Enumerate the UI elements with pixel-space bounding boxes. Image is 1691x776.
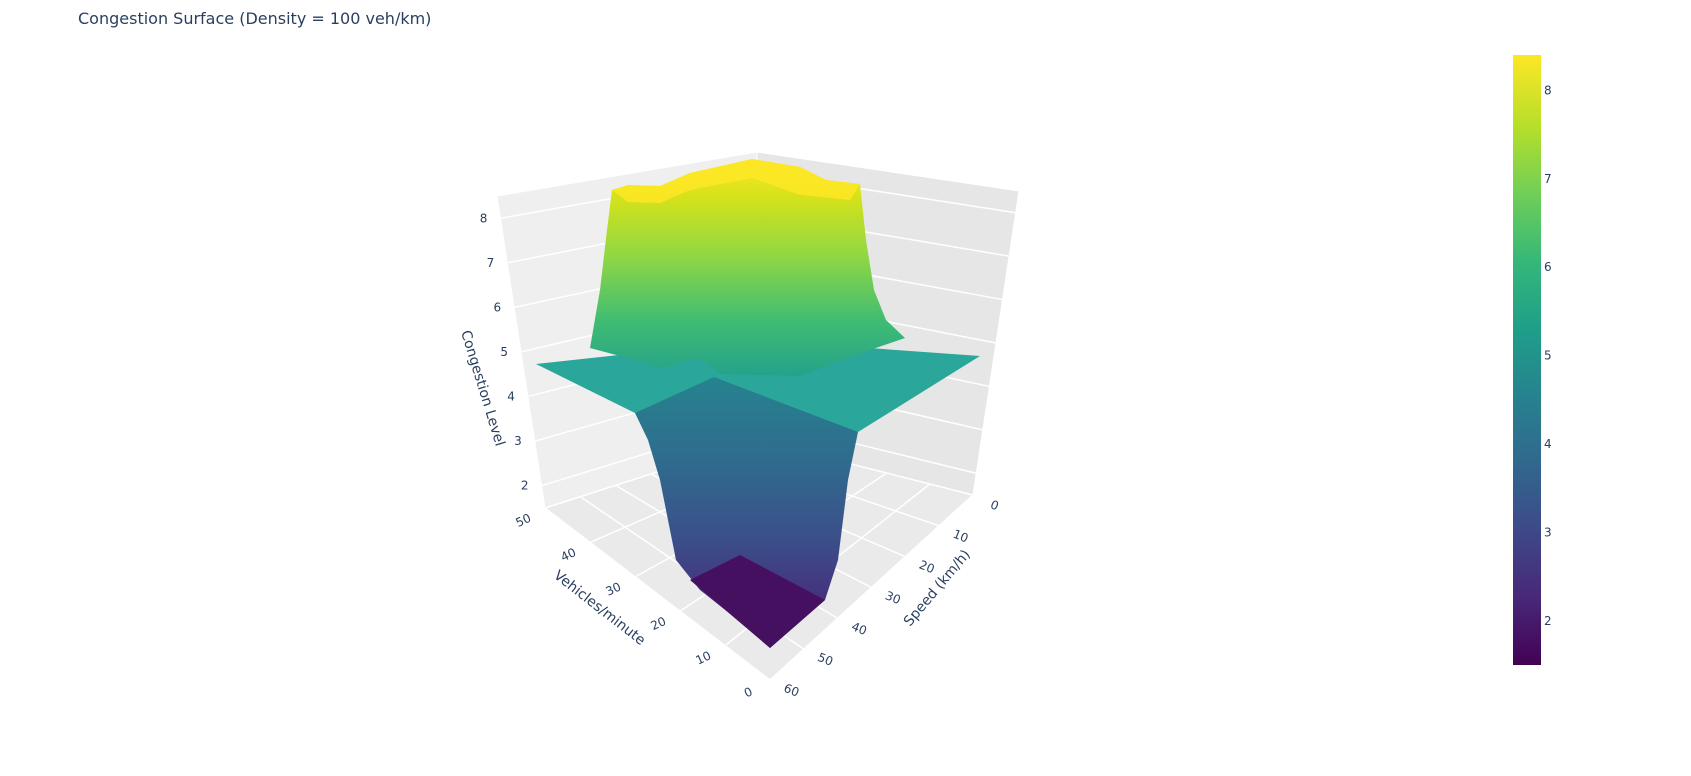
x-tick-label: 10	[951, 527, 970, 546]
x-tick-label: 20	[917, 558, 936, 577]
y-tick-label: 0	[742, 684, 755, 700]
x-axis-ticks: 0 10 20 30 40 50 60	[782, 497, 1001, 699]
y-tick-label: 50	[513, 511, 533, 530]
colorbar: 2 3 4 5 6 7 8	[1513, 55, 1552, 665]
colorbar-tick-label: 6	[1544, 260, 1552, 274]
colorbar-gradient	[1513, 55, 1541, 665]
x-tick-label: 0	[988, 497, 1000, 513]
z-tick-label: 5	[500, 345, 508, 359]
z-tick-label: 2	[521, 479, 529, 493]
colorbar-ticks: 2 3 4 5 6 7 8	[1544, 83, 1552, 627]
y-axis-ticks: 0 10 20 30 40 50	[513, 511, 754, 701]
surface-pit-floor	[690, 555, 825, 648]
x-tick-label: 40	[849, 619, 868, 638]
surface-pit-face	[635, 377, 858, 648]
surface-peak-face	[590, 159, 905, 376]
grid-line	[544, 507, 771, 681]
y-tick-label: 40	[558, 545, 578, 564]
surface-peak-top	[612, 159, 860, 203]
colorbar-tick-label: 7	[1544, 172, 1552, 186]
z-tick-label: 3	[514, 434, 522, 448]
y-tick-label: 20	[648, 614, 668, 633]
colorbar-tick-label: 3	[1544, 525, 1552, 539]
chart-title: Congestion Surface (Density = 100 veh/km…	[78, 9, 431, 28]
x-axis-title: Speed (km/h)	[901, 547, 974, 630]
colorbar-tick-label: 5	[1544, 349, 1552, 363]
x-tick-label: 50	[816, 650, 835, 669]
x-tick-label: 60	[782, 681, 801, 700]
y-tick-label: 10	[693, 648, 713, 667]
colorbar-tick-label: 4	[1544, 437, 1552, 451]
z-axis-ticks: 2 3 4 5 6 7 8	[480, 211, 529, 492]
z-tick-label: 7	[487, 256, 495, 270]
colorbar-tick-label: 2	[1544, 614, 1552, 628]
z-tick-label: 8	[480, 211, 488, 225]
x-tick-label: 30	[883, 588, 902, 607]
y-axis-title: Vehicles/minute	[551, 568, 649, 649]
z-tick-label: 4	[507, 390, 515, 404]
colorbar-tick-label: 8	[1544, 83, 1552, 97]
y-tick-label: 30	[603, 580, 623, 599]
z-tick-label: 6	[494, 300, 502, 314]
surface	[536, 159, 980, 648]
